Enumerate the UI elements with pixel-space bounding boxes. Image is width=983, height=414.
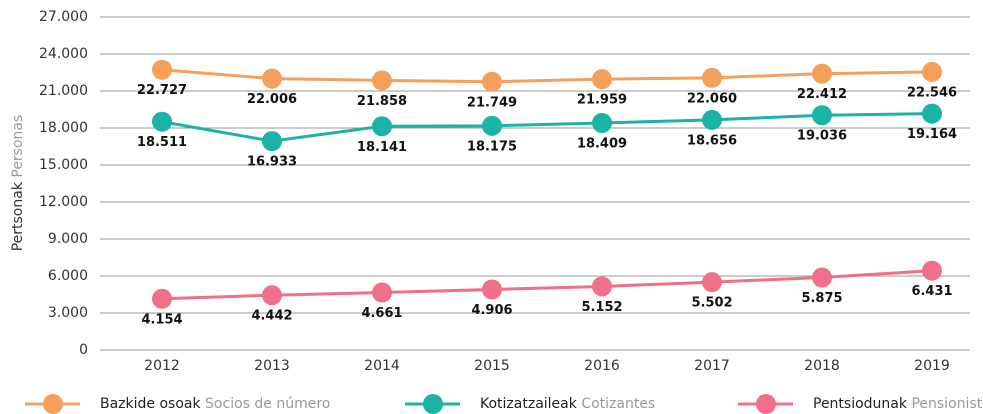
value-label: 4.906 xyxy=(471,303,512,318)
legend-marker xyxy=(43,394,63,414)
point xyxy=(482,115,502,136)
y-tick-label: 18.000 xyxy=(39,120,88,136)
y-label-es: Personas xyxy=(10,115,26,178)
point xyxy=(152,288,172,309)
legend-name-es: Cotizantes xyxy=(581,396,655,412)
value-label: 18.511 xyxy=(137,135,187,150)
legend-label: Kotizatzaileak Cotizantes xyxy=(480,396,655,412)
point xyxy=(702,67,722,88)
value-label: 22.006 xyxy=(247,92,297,107)
value-label: 21.858 xyxy=(357,94,407,109)
value-label: 5.502 xyxy=(691,296,732,311)
x-tick-label: 2012 xyxy=(144,358,180,374)
point xyxy=(812,267,832,288)
value-label: 18.409 xyxy=(577,136,627,151)
value-label: 19.164 xyxy=(907,127,957,142)
value-label: 4.442 xyxy=(251,309,292,324)
x-tick-label: 2018 xyxy=(804,358,840,374)
point xyxy=(702,272,722,293)
x-tick-label: 2014 xyxy=(364,358,400,374)
legend-label: Bazkide osoak Socios de número xyxy=(100,396,330,412)
point xyxy=(152,59,172,80)
x-tick-label: 2017 xyxy=(694,358,730,374)
point xyxy=(922,61,942,82)
y-tick-label: 12.000 xyxy=(39,194,88,210)
legend-name: Kotizatzaileak xyxy=(480,396,578,412)
point xyxy=(592,69,612,90)
point xyxy=(262,285,282,306)
point xyxy=(372,116,392,137)
point xyxy=(812,105,832,126)
value-label: 16.933 xyxy=(247,155,297,170)
y-tick-label: 15.000 xyxy=(39,157,88,173)
value-label: 22.060 xyxy=(687,91,737,106)
y-tick-label: 0 xyxy=(79,342,88,358)
value-label: 19.036 xyxy=(797,129,847,144)
legend-name-es: Socios de número xyxy=(205,396,330,412)
value-label: 18.656 xyxy=(687,133,737,148)
legend-marker xyxy=(423,394,443,414)
value-label: 22.727 xyxy=(137,83,187,98)
value-label: 18.141 xyxy=(357,140,407,155)
value-label: 22.546 xyxy=(907,85,957,100)
point xyxy=(592,112,612,133)
point xyxy=(482,279,502,300)
value-label: 5.875 xyxy=(801,291,842,306)
value-label: 6.431 xyxy=(911,284,952,299)
point xyxy=(262,131,282,152)
legend-name: Bazkide osoak xyxy=(100,396,201,412)
x-tick-label: 2019 xyxy=(914,358,950,374)
point xyxy=(372,70,392,91)
point xyxy=(482,71,502,92)
y-tick-label: 27.000 xyxy=(39,9,88,25)
value-label: 18.175 xyxy=(467,139,517,154)
y-label-eu: Pertsonak xyxy=(10,181,26,251)
point xyxy=(262,68,282,89)
point xyxy=(372,282,392,303)
legend-label: Pentsiodunak Pensionistas xyxy=(813,396,983,412)
y-tick-label: 24.000 xyxy=(39,46,88,62)
value-label: 21.749 xyxy=(467,95,517,110)
legend-name: Pentsiodunak xyxy=(813,396,908,412)
legend-marker xyxy=(756,394,776,414)
legend-name-es: Pensionistas xyxy=(911,396,983,412)
y-axis-label: Pertsonak Personas xyxy=(10,115,26,252)
x-tick-label: 2016 xyxy=(584,358,620,374)
value-label: 5.152 xyxy=(581,300,622,315)
value-label: 22.412 xyxy=(797,87,847,102)
y-tick-label: 3.000 xyxy=(48,305,88,321)
point xyxy=(812,63,832,84)
x-tick-label: 2015 xyxy=(474,358,510,374)
point xyxy=(922,103,942,124)
value-label: 4.154 xyxy=(141,312,182,327)
series-line xyxy=(161,68,933,84)
value-label: 21.959 xyxy=(577,93,627,108)
y-tick-label: 21.000 xyxy=(39,83,88,99)
point xyxy=(152,111,172,132)
series-line xyxy=(161,112,933,143)
point xyxy=(592,276,612,297)
x-tick-label: 2013 xyxy=(254,358,290,374)
series-line xyxy=(161,269,933,301)
point xyxy=(922,260,942,281)
y-tick-label: 9.000 xyxy=(48,231,88,247)
value-label: 4.661 xyxy=(361,306,402,321)
point xyxy=(702,109,722,130)
y-tick-label: 6.000 xyxy=(48,268,88,284)
